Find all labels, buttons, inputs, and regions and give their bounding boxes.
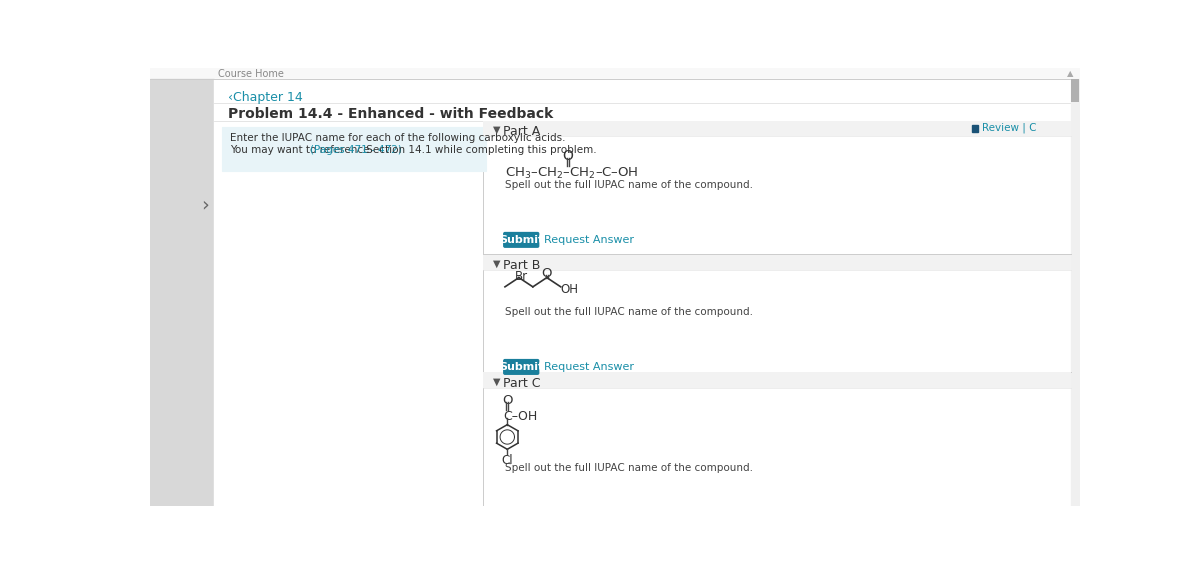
Text: (Pages 471 - 472): (Pages 471 - 472) — [311, 145, 402, 155]
Text: ▼: ▼ — [492, 125, 500, 135]
Text: Cl: Cl — [502, 454, 514, 467]
Bar — [505, 191, 622, 229]
Text: Section 14.1 while completing this problem.: Section 14.1 while completing this probl… — [364, 145, 596, 155]
Text: O: O — [541, 267, 552, 280]
Text: CH$_3$–CH$_2$–CH$_2$–C–OH: CH$_3$–CH$_2$–CH$_2$–C–OH — [505, 166, 638, 181]
Text: O: O — [502, 394, 512, 407]
Text: C–OH: C–OH — [504, 410, 538, 423]
Text: ▲: ▲ — [1068, 69, 1074, 78]
Bar — [506, 321, 592, 350]
Text: Course Home: Course Home — [218, 69, 284, 78]
Text: Submit: Submit — [499, 362, 544, 372]
Text: Enter the IUPAC name for each of the following carboxylic acids.: Enter the IUPAC name for each of the fol… — [230, 133, 565, 143]
Text: Request Answer: Request Answer — [544, 362, 634, 372]
Bar — [506, 194, 592, 223]
FancyBboxPatch shape — [504, 360, 539, 374]
Text: ‹Chapter 14: ‹Chapter 14 — [228, 91, 304, 105]
Bar — [1072, 79, 1079, 102]
FancyBboxPatch shape — [504, 232, 539, 247]
Text: Request Answer: Request Answer — [544, 235, 634, 245]
Text: Part A: Part A — [504, 125, 541, 138]
Text: OH: OH — [560, 283, 578, 296]
Bar — [222, 127, 486, 172]
Bar — [1070, 79, 1080, 516]
Text: ▼: ▼ — [492, 259, 500, 269]
Text: Problem 14.4 - Enhanced - with Feedback: Problem 14.4 - Enhanced - with Feedback — [228, 107, 553, 122]
Text: ›: › — [202, 196, 209, 215]
Text: You may want to reference: You may want to reference — [230, 145, 372, 155]
Bar — [484, 372, 1070, 388]
Text: Review | C: Review | C — [982, 123, 1036, 133]
Text: Spell out the full IUPAC name of the compound.: Spell out the full IUPAC name of the com… — [505, 180, 752, 190]
Bar — [484, 120, 1070, 136]
Bar — [505, 318, 622, 356]
Bar — [484, 254, 1070, 270]
Bar — [150, 79, 215, 516]
Bar — [150, 68, 1080, 79]
Text: ▼: ▼ — [492, 377, 500, 387]
Text: Br: Br — [515, 270, 528, 283]
Text: Spell out the full IUPAC name of the compound.: Spell out the full IUPAC name of the com… — [505, 463, 752, 473]
Text: Submit: Submit — [499, 235, 544, 245]
Text: Part B: Part B — [504, 259, 541, 272]
Text: Part C: Part C — [504, 377, 541, 390]
Text: O: O — [563, 149, 574, 163]
Bar — [972, 125, 978, 132]
Text: Spell out the full IUPAC name of the compound.: Spell out the full IUPAC name of the com… — [505, 307, 752, 317]
